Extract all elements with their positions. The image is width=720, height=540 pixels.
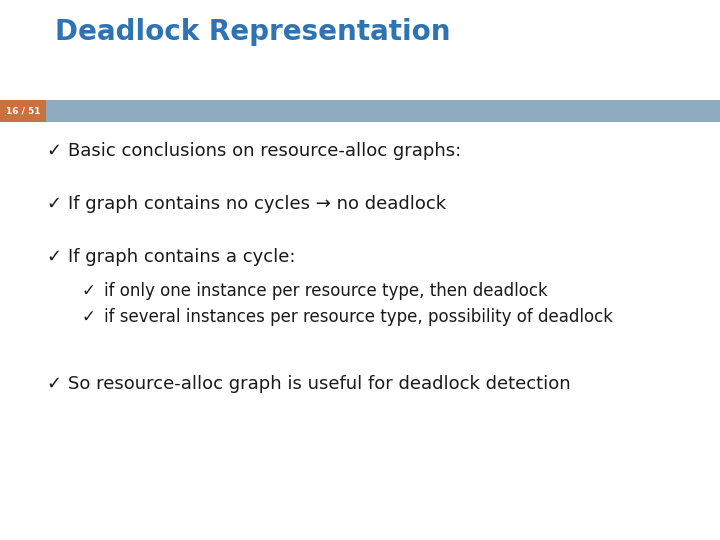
Text: So resource-alloc graph is useful for deadlock detection: So resource-alloc graph is useful for de… — [68, 375, 571, 393]
Text: If graph contains no cycles → no deadlock: If graph contains no cycles → no deadloc… — [68, 195, 446, 213]
Text: ✓: ✓ — [82, 308, 96, 326]
Text: ✓: ✓ — [82, 282, 96, 300]
Text: 16 / 51: 16 / 51 — [6, 106, 40, 116]
Text: ✓: ✓ — [46, 195, 61, 213]
Text: Deadlock Representation: Deadlock Representation — [55, 18, 451, 46]
Text: if only one instance per resource type, then deadlock: if only one instance per resource type, … — [104, 282, 548, 300]
Text: Basic conclusions on resource-alloc graphs:: Basic conclusions on resource-alloc grap… — [68, 142, 462, 160]
Text: if several instances per resource type, possibility of deadlock: if several instances per resource type, … — [104, 308, 613, 326]
Bar — [0, 100, 46, 122]
Text: ✓: ✓ — [46, 375, 61, 393]
Text: If graph contains a cycle:: If graph contains a cycle: — [68, 248, 295, 266]
Bar — [0, 100, 720, 122]
Text: ✓: ✓ — [46, 248, 61, 266]
Text: ✓: ✓ — [46, 142, 61, 160]
